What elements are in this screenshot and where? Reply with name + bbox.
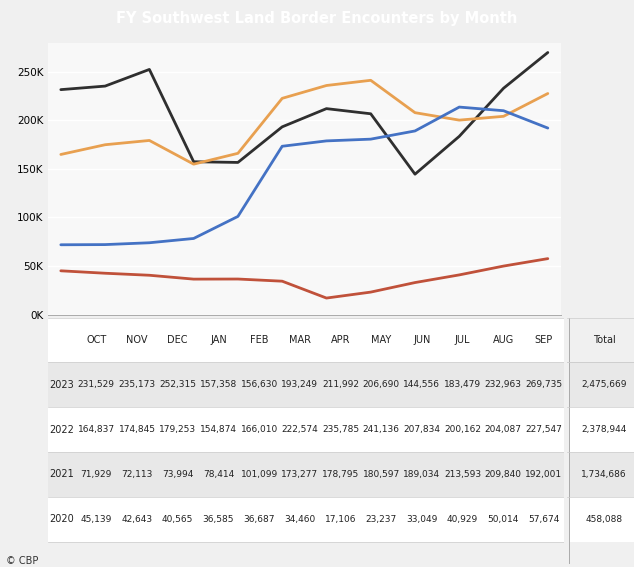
- Text: 2,378,944: 2,378,944: [581, 425, 627, 434]
- Text: 42,643: 42,643: [122, 515, 153, 524]
- Text: 193,249: 193,249: [281, 380, 318, 390]
- Text: 213,593: 213,593: [444, 470, 481, 479]
- Text: 231,529: 231,529: [78, 380, 115, 390]
- FancyBboxPatch shape: [569, 362, 634, 407]
- FancyBboxPatch shape: [569, 407, 634, 452]
- Text: JAN: JAN: [210, 335, 227, 345]
- Text: 164,837: 164,837: [78, 425, 115, 434]
- Text: 192,001: 192,001: [526, 470, 562, 479]
- Text: 23,237: 23,237: [366, 515, 397, 524]
- Text: 178,795: 178,795: [322, 470, 359, 479]
- Text: 156,630: 156,630: [240, 380, 278, 390]
- FancyBboxPatch shape: [48, 497, 564, 541]
- Text: 252,315: 252,315: [159, 380, 196, 390]
- FancyBboxPatch shape: [48, 407, 564, 452]
- Text: 2,475,669: 2,475,669: [581, 380, 627, 390]
- Text: 227,547: 227,547: [526, 425, 562, 434]
- Text: FY Southwest Land Border Encounters by Month: FY Southwest Land Border Encounters by M…: [116, 11, 518, 26]
- Text: 33,049: 33,049: [406, 515, 437, 524]
- Text: 235,173: 235,173: [119, 380, 155, 390]
- Text: 40,565: 40,565: [162, 515, 193, 524]
- Text: 206,690: 206,690: [363, 380, 399, 390]
- FancyBboxPatch shape: [48, 452, 564, 497]
- Text: 2023: 2023: [49, 380, 74, 390]
- Text: 101,099: 101,099: [240, 470, 278, 479]
- Text: 458,088: 458,088: [585, 515, 623, 524]
- Text: FEB: FEB: [250, 335, 268, 345]
- Text: 2021: 2021: [49, 469, 74, 480]
- Text: MAY: MAY: [371, 335, 391, 345]
- Text: APR: APR: [331, 335, 350, 345]
- Text: 209,840: 209,840: [485, 470, 522, 479]
- Text: 269,735: 269,735: [526, 380, 562, 390]
- Text: JUN: JUN: [413, 335, 430, 345]
- Text: 2022: 2022: [49, 425, 74, 435]
- Text: 207,834: 207,834: [403, 425, 441, 434]
- Text: 179,253: 179,253: [159, 425, 197, 434]
- Text: 144,556: 144,556: [403, 380, 441, 390]
- Text: DEC: DEC: [167, 335, 188, 345]
- Text: 73,994: 73,994: [162, 470, 193, 479]
- Text: 2020: 2020: [49, 514, 74, 524]
- Text: 17,106: 17,106: [325, 515, 356, 524]
- Text: 174,845: 174,845: [119, 425, 155, 434]
- Text: 204,087: 204,087: [485, 425, 522, 434]
- Text: 57,674: 57,674: [528, 515, 560, 524]
- Text: 36,585: 36,585: [203, 515, 234, 524]
- Text: 40,929: 40,929: [447, 515, 478, 524]
- Text: 183,479: 183,479: [444, 380, 481, 390]
- Text: 211,992: 211,992: [322, 380, 359, 390]
- FancyBboxPatch shape: [48, 318, 564, 362]
- Text: 173,277: 173,277: [281, 470, 318, 479]
- Text: 200,162: 200,162: [444, 425, 481, 434]
- Text: 34,460: 34,460: [284, 515, 315, 524]
- Text: 50,014: 50,014: [488, 515, 519, 524]
- Text: 235,785: 235,785: [322, 425, 359, 434]
- FancyBboxPatch shape: [569, 452, 634, 497]
- Text: Total: Total: [593, 335, 616, 345]
- Text: 241,136: 241,136: [363, 425, 399, 434]
- Text: JUL: JUL: [455, 335, 470, 345]
- Text: AUG: AUG: [493, 335, 514, 345]
- Text: 232,963: 232,963: [485, 380, 522, 390]
- Text: OCT: OCT: [86, 335, 107, 345]
- Text: 180,597: 180,597: [363, 470, 400, 479]
- Text: 36,687: 36,687: [243, 515, 275, 524]
- Text: MAR: MAR: [288, 335, 311, 345]
- FancyBboxPatch shape: [48, 362, 564, 407]
- Text: SEP: SEP: [535, 335, 553, 345]
- Text: 72,113: 72,113: [121, 470, 153, 479]
- Text: 45,139: 45,139: [81, 515, 112, 524]
- Text: 78,414: 78,414: [203, 470, 234, 479]
- Text: 222,574: 222,574: [281, 425, 318, 434]
- Text: NOV: NOV: [126, 335, 148, 345]
- Text: 71,929: 71,929: [81, 470, 112, 479]
- FancyBboxPatch shape: [569, 497, 634, 541]
- Text: 1,734,686: 1,734,686: [581, 470, 627, 479]
- Text: 166,010: 166,010: [240, 425, 278, 434]
- Text: 154,874: 154,874: [200, 425, 237, 434]
- Text: © CBP: © CBP: [6, 556, 39, 566]
- Text: 157,358: 157,358: [200, 380, 237, 390]
- Text: 189,034: 189,034: [403, 470, 441, 479]
